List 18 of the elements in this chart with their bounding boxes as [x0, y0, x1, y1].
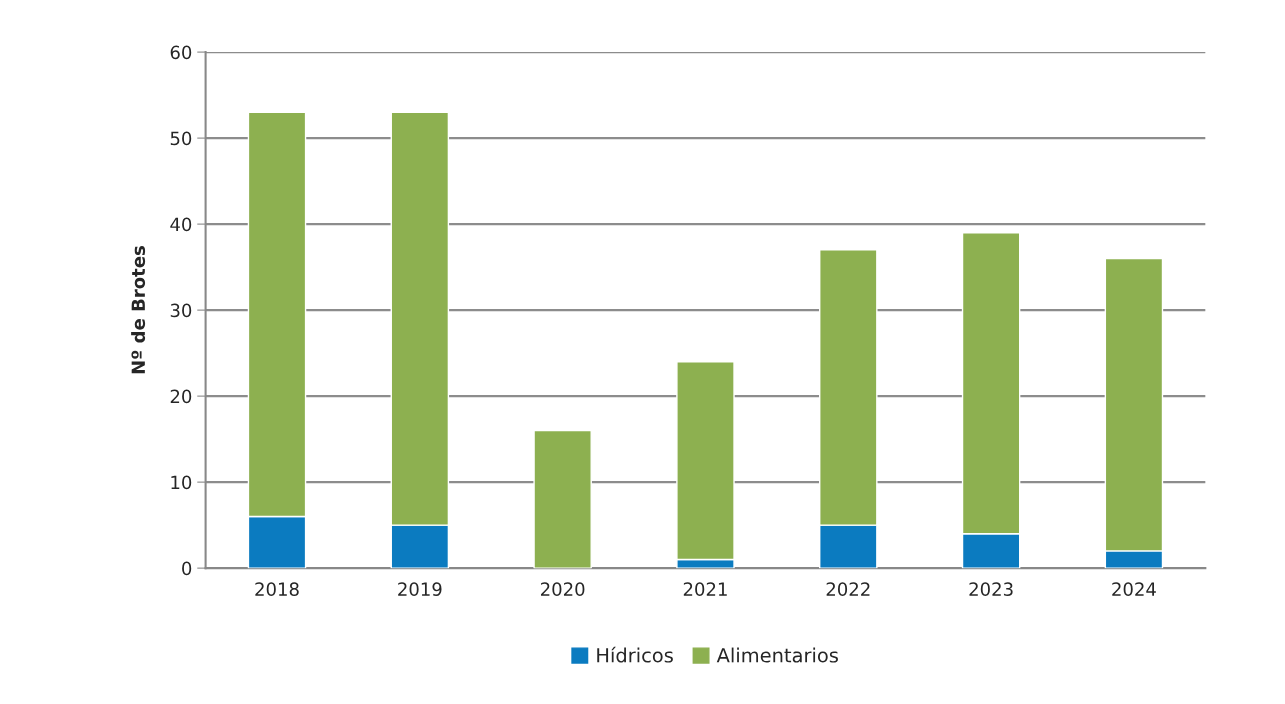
legend-label: Alimentarios [716, 647, 838, 663]
x-tick-label: 2019 [398, 582, 442, 596]
y-tick-label: 40 [170, 217, 192, 232]
y-tick-label: 30 [170, 303, 192, 318]
legend-label: Hídricos [597, 646, 673, 663]
y-tick-label: 60 [170, 45, 192, 60]
y-tick-label: 50 [170, 131, 192, 146]
x-tick-label: 2024 [1112, 582, 1156, 596]
y-tick-label: 10 [171, 475, 192, 490]
y-axis-title: Nº de Brotes [131, 246, 146, 374]
x-tick-label: 2020 [540, 582, 585, 596]
y-tick-label: 0 [182, 561, 192, 576]
x-tick-label: 2018 [255, 582, 299, 596]
x-tick-label: 2021 [683, 582, 727, 596]
bar [533, 429, 592, 569]
x-tick-label: 2023 [969, 582, 1013, 596]
x-tick-label: 2022 [826, 582, 870, 596]
y-tick-label: 20 [170, 389, 192, 404]
